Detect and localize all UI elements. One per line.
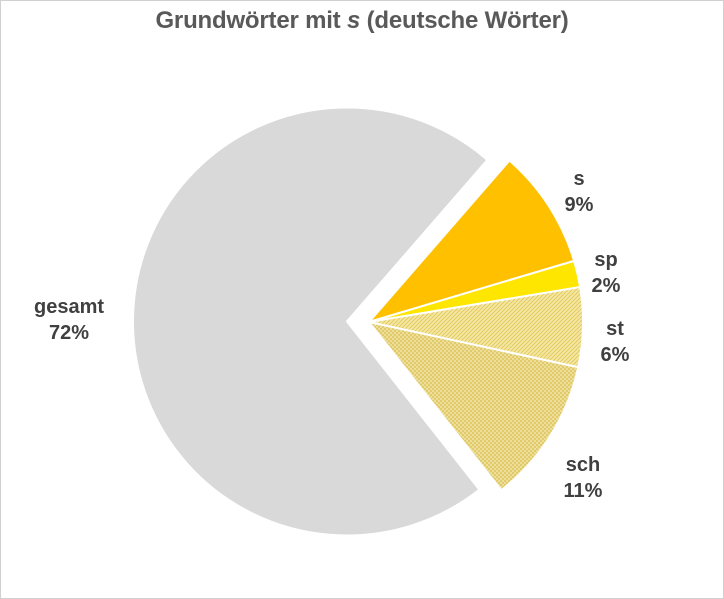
slice-label-gesamt: gesamt <box>34 296 104 318</box>
slice-value-s: 9% <box>565 194 594 216</box>
slice-value-sch: 11% <box>564 480 603 502</box>
slice-label-sch: sch <box>566 454 600 476</box>
slice-label-st: st <box>606 318 624 340</box>
chart-title-prefix: Grundwörter mit <box>155 7 347 34</box>
chart-title-suffix: (deutsche Wörter) <box>360 7 569 34</box>
pie-slices <box>132 106 585 537</box>
slice-label-sp: sp <box>594 249 617 271</box>
slice-value-gesamt: 72% <box>49 322 89 344</box>
slice-value-sp: 2% <box>592 275 621 297</box>
pie-labels: s 9% sp 2% st 6% sch 11% gesamt 72% <box>34 168 630 502</box>
pie-slice-s <box>365 159 576 324</box>
chart-title: Grundwörter mit s (deutsche Wörter) <box>1 7 723 35</box>
chart-title-italic: s <box>346 7 361 34</box>
pie-slice-sch <box>366 320 580 492</box>
slice-label-s: s <box>573 168 584 190</box>
slice-value-st: 6% <box>601 344 630 366</box>
pie-slice-gesamt <box>132 106 489 537</box>
